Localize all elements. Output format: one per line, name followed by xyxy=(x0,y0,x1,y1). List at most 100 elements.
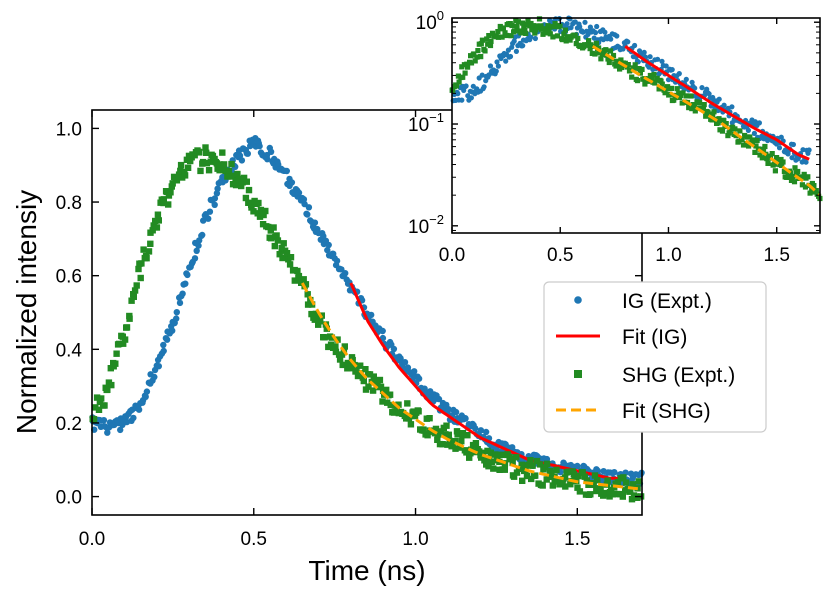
main-point-shg-expt xyxy=(120,340,127,347)
main-point-shg-expt xyxy=(604,477,611,484)
main-point-shg-expt xyxy=(387,401,394,409)
inset-point-shg-expt xyxy=(636,66,642,72)
main-tick-layer: 0.0 0.5 1.0 1.5 0.0 0.2 0.4 0.6 0.8 1.0 xyxy=(56,110,642,550)
inset-point-shg-expt xyxy=(746,143,752,149)
inset-point-ig-expt xyxy=(455,91,461,97)
main-point-shg-expt xyxy=(308,310,315,318)
legend-label-fit-ig: Fit (IG) xyxy=(622,326,687,349)
inset-point-shg-expt xyxy=(706,111,712,117)
main-point-ig-expt xyxy=(452,408,460,416)
inset-point-shg-expt xyxy=(615,61,621,67)
inset-point-ig-expt xyxy=(507,53,514,60)
main-y-tick-label: 0.2 xyxy=(56,414,82,435)
inset-point-ig-expt xyxy=(602,29,608,35)
inset-point-shg-expt xyxy=(518,30,524,36)
main-point-shg-expt xyxy=(565,468,572,475)
main-point-shg-expt xyxy=(128,297,135,304)
main-point-shg-expt xyxy=(248,204,255,211)
main-point-shg-expt xyxy=(228,160,235,168)
main-point-shg-expt xyxy=(519,477,526,484)
main-point-shg-expt xyxy=(459,430,467,437)
main-point-shg-expt xyxy=(352,368,359,375)
main-point-shg-expt xyxy=(366,371,374,378)
main-point-ig-expt xyxy=(415,375,423,382)
main-point-ig-expt xyxy=(214,185,221,192)
inset-point-shg-expt xyxy=(495,29,501,35)
main-point-ig-expt xyxy=(135,406,143,413)
inset-point-ig-expt xyxy=(789,155,795,161)
main-point-shg-expt xyxy=(131,287,139,294)
inset-point-ig-expt xyxy=(503,58,509,64)
inset-point-ig-expt xyxy=(776,145,783,151)
main-point-shg-expt xyxy=(276,251,283,258)
inset-point-shg-expt xyxy=(679,100,685,106)
inset-point-shg-expt xyxy=(495,34,501,40)
main-point-ig-expt xyxy=(435,395,443,403)
main-point-shg-expt xyxy=(627,487,634,494)
inset-point-ig-expt xyxy=(751,130,758,136)
main-point-shg-expt xyxy=(523,472,531,480)
main-point-ig-expt xyxy=(611,469,618,476)
inset-point-ig-expt xyxy=(481,84,487,90)
inset-point-shg-expt xyxy=(596,50,603,56)
main-point-shg-expt xyxy=(562,483,569,490)
inset-point-shg-expt xyxy=(805,174,811,180)
inset-point-shg-expt xyxy=(751,137,757,143)
inset-point-shg-expt xyxy=(547,31,553,37)
inset-point-shg-expt xyxy=(625,62,631,68)
inset-point-shg-expt xyxy=(649,75,655,81)
legend-label-fit-shg: Fit (SHG) xyxy=(622,400,711,423)
inset-point-ig-expt xyxy=(692,85,698,91)
main-point-shg-expt xyxy=(543,460,551,467)
inset-point-shg-expt xyxy=(535,25,541,31)
main-point-shg-expt xyxy=(255,199,262,207)
inset-point-ig-expt xyxy=(689,79,695,85)
inset-point-shg-expt xyxy=(691,103,697,109)
main-data-layer xyxy=(89,135,645,503)
main-point-shg-expt xyxy=(256,213,264,220)
inset-point-shg-expt xyxy=(610,52,617,59)
main-point-shg-expt xyxy=(98,395,105,402)
inset-point-shg-expt xyxy=(479,37,485,43)
legend-marker-shg-expt xyxy=(574,370,582,378)
main-point-shg-expt xyxy=(476,448,483,455)
inset-point-ig-expt xyxy=(773,141,780,147)
inset-point-shg-expt xyxy=(520,20,526,26)
inset-point-shg-expt xyxy=(771,161,777,167)
inset-point-ig-expt xyxy=(520,43,526,49)
inset-point-ig-expt xyxy=(803,159,809,165)
inset-point-ig-expt xyxy=(641,49,647,56)
main-x-tick-label: 0.0 xyxy=(79,529,105,550)
main-point-shg-expt xyxy=(583,477,590,484)
main-point-shg-expt xyxy=(169,180,176,187)
main-point-shg-expt xyxy=(490,465,497,472)
main-point-ig-expt xyxy=(379,327,386,335)
inset-point-ig-expt xyxy=(745,127,752,133)
inset-point-shg-expt xyxy=(614,58,620,64)
inset-point-shg-expt xyxy=(567,37,573,43)
main-point-shg-expt xyxy=(203,149,210,156)
main-point-shg-expt xyxy=(362,366,369,373)
inset-point-shg-expt xyxy=(709,117,715,123)
main-point-ig-expt xyxy=(193,247,200,254)
main-x-tick-label: 0.5 xyxy=(241,529,267,550)
inset-point-shg-expt xyxy=(732,126,738,132)
inset-point-shg-expt xyxy=(529,27,535,33)
inset-point-ig-expt xyxy=(659,58,665,64)
main-point-shg-expt xyxy=(274,237,282,244)
main-point-shg-expt xyxy=(445,431,452,438)
inset-point-ig-expt xyxy=(625,39,631,45)
inset-point-shg-expt xyxy=(554,33,561,39)
inset-point-shg-expt xyxy=(478,54,484,60)
main-point-shg-expt xyxy=(613,490,620,498)
main-point-shg-expt xyxy=(507,456,514,463)
main-point-ig-expt xyxy=(304,211,311,218)
inset-point-shg-expt xyxy=(462,70,468,76)
inset-point-ig-expt xyxy=(790,141,797,148)
inset-point-shg-expt xyxy=(472,58,478,64)
main-point-shg-expt xyxy=(181,172,189,179)
main-point-shg-expt xyxy=(480,449,487,456)
inset-point-shg-expt xyxy=(740,142,747,148)
main-point-shg-expt xyxy=(273,232,280,239)
main-point-shg-expt xyxy=(634,494,641,501)
